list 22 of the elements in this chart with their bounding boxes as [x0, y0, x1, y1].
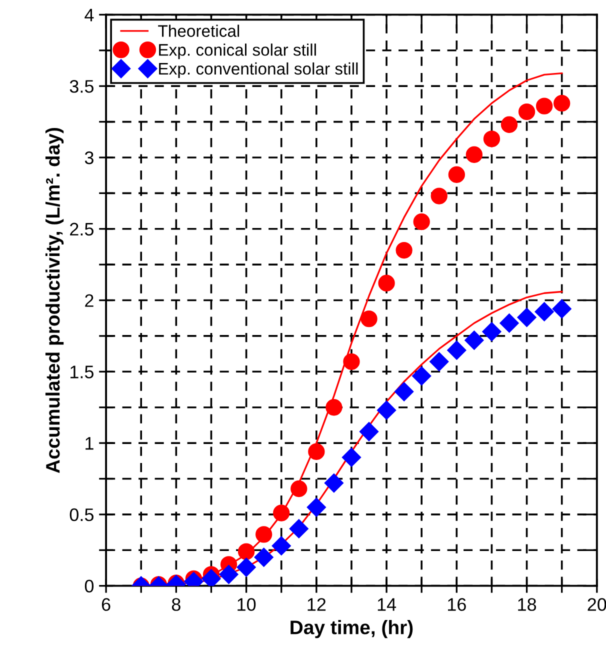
x-tick-label: 12	[308, 598, 326, 611]
y-tick-label: 4	[84, 8, 94, 22]
y-tick-label: 2	[85, 294, 94, 307]
y-tick-label: 1.5	[70, 366, 94, 378]
x-tick-label: 14	[378, 598, 396, 611]
x-tick-label: 16	[448, 598, 466, 611]
y-tick-label: 3	[84, 151, 94, 164]
x-axis-title: Day time, (hr)	[290, 620, 413, 638]
x-tick-label: 20	[588, 598, 606, 611]
y-tick-label: 3.5	[70, 80, 94, 93]
y-axis-title: Accumulated productivity, (L/m². day)	[45, 128, 64, 473]
y-tick-label: 0.5	[70, 508, 94, 522]
x-tick-label: 10	[238, 598, 256, 611]
legend-label: Theoretical	[158, 24, 240, 37]
y-tick-label: 1	[86, 437, 94, 450]
x-tick-label: 8	[172, 598, 180, 611]
x-tick-label: 18	[518, 598, 536, 611]
legend-label: Exp. conical solar still	[159, 44, 316, 60]
y-tick-label: 0	[84, 580, 94, 593]
legend-label: Exp. conventional solar still	[159, 62, 358, 78]
y-tick-label: 2.5	[70, 222, 94, 236]
x-tick-label: 6	[102, 598, 110, 611]
